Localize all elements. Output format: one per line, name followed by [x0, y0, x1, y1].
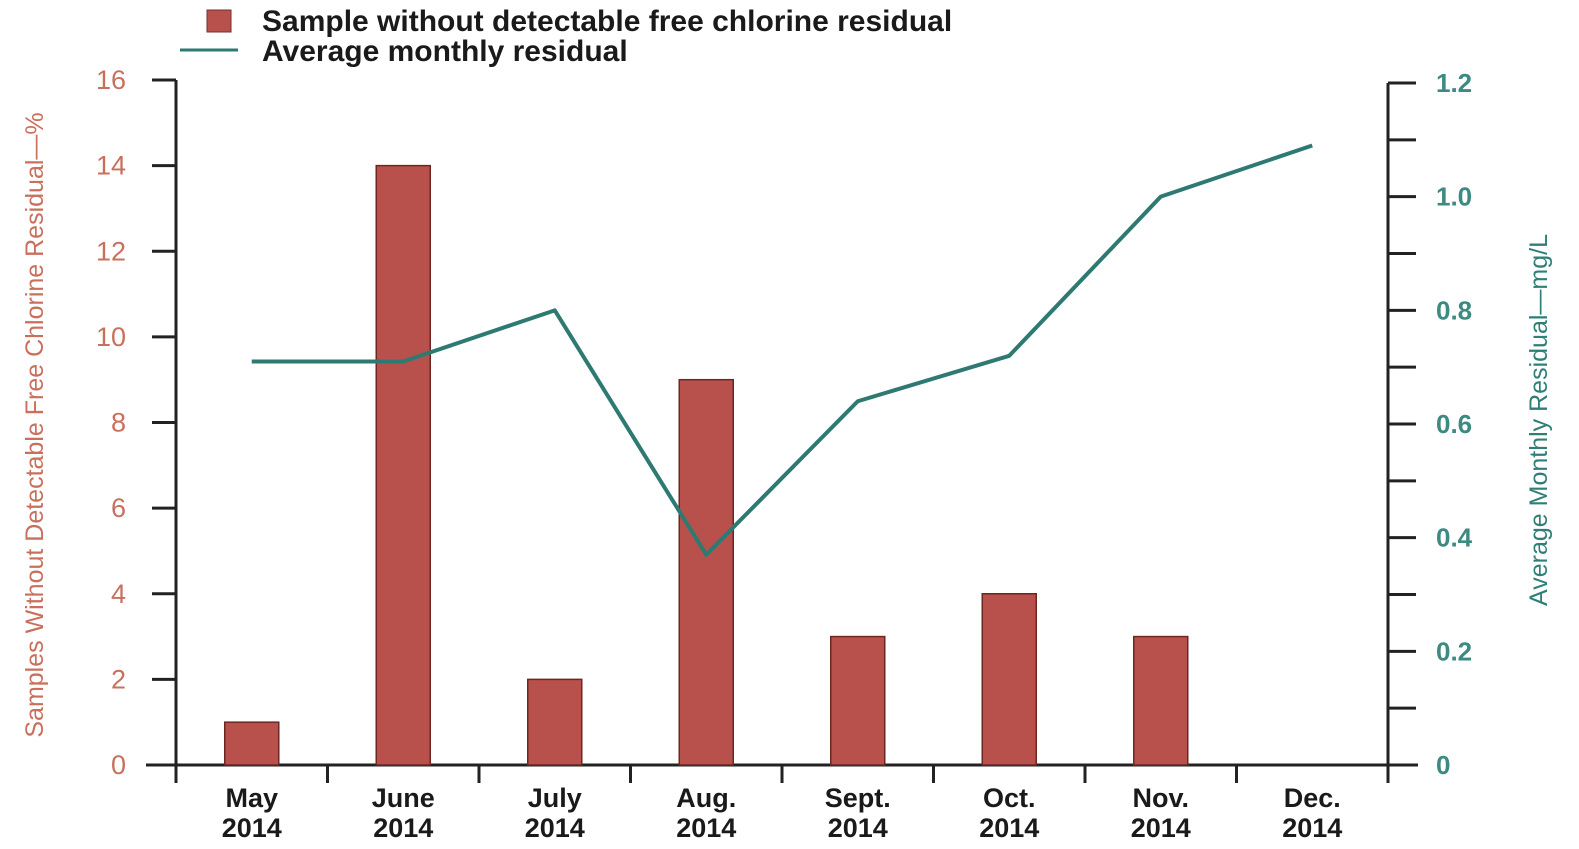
x-tick-label: Sept. 2014: [825, 783, 891, 843]
y-right-tick-label: 1.0: [1436, 182, 1472, 212]
y-axis-right-label: Average Monthly Residual—mg/L: [1525, 234, 1553, 606]
y-left-tick-label: 8: [111, 408, 126, 438]
x-tick-label: June 2014: [372, 783, 435, 843]
x-tick-label: July 2014: [525, 783, 585, 843]
bars: [224, 164, 1189, 766]
y-left-tick-label: 6: [111, 493, 126, 523]
y-left-tick-label: 10: [96, 322, 126, 352]
y-right-tick-label: 0.6: [1436, 409, 1472, 439]
y-right-tick-label: 0: [1436, 750, 1450, 780]
x-tick-label: May 2014: [222, 783, 282, 843]
y-right-tick-label: 0.4: [1436, 523, 1473, 553]
bar: [527, 678, 583, 766]
bar: [375, 164, 431, 766]
axes: [146, 78, 1418, 783]
y-left-tick-label: 14: [96, 151, 126, 181]
x-tick-label: Aug. 2014: [676, 783, 736, 843]
legend-bar-label: Sample without detectable free chlorine …: [262, 5, 952, 38]
line-series: [251, 143, 1313, 557]
bar: [678, 378, 734, 766]
y-left-tick-label: 0: [111, 750, 126, 780]
bar: [1133, 635, 1189, 766]
legend: Sample without detectable free chlorine …: [180, 5, 952, 68]
y-left-tick-label: 2: [111, 664, 126, 694]
y-right-tick-label: 0.8: [1436, 295, 1472, 325]
y-right-tick-label: 0.2: [1436, 636, 1472, 666]
y-left-tick-label: 4: [111, 579, 126, 609]
tick-labels: 0 2 4 6 8 10 12 14 16 0 0.2 0.4 0.6 0.8 1.0 1.2 May 2014 J…: [96, 65, 1473, 843]
legend-line-label: Average monthly residual: [262, 35, 628, 68]
bar: [981, 593, 1037, 766]
y-left-tick-label: 16: [96, 65, 126, 95]
bar: [830, 635, 886, 766]
bar: [224, 721, 280, 766]
x-tick-label: Dec. 2014: [1282, 783, 1342, 843]
line-path: [251, 143, 1313, 557]
y-right-tick-label: 1.2: [1436, 68, 1472, 98]
x-tick-label: Oct. 2014: [979, 783, 1039, 843]
y-axis-left-label: Samples Without Detectable Free Chlorine…: [21, 112, 49, 737]
x-tick-label: Nov. 2014: [1131, 783, 1191, 843]
legend-bar-swatch: [206, 9, 232, 33]
y-left-tick-label: 12: [96, 236, 126, 266]
